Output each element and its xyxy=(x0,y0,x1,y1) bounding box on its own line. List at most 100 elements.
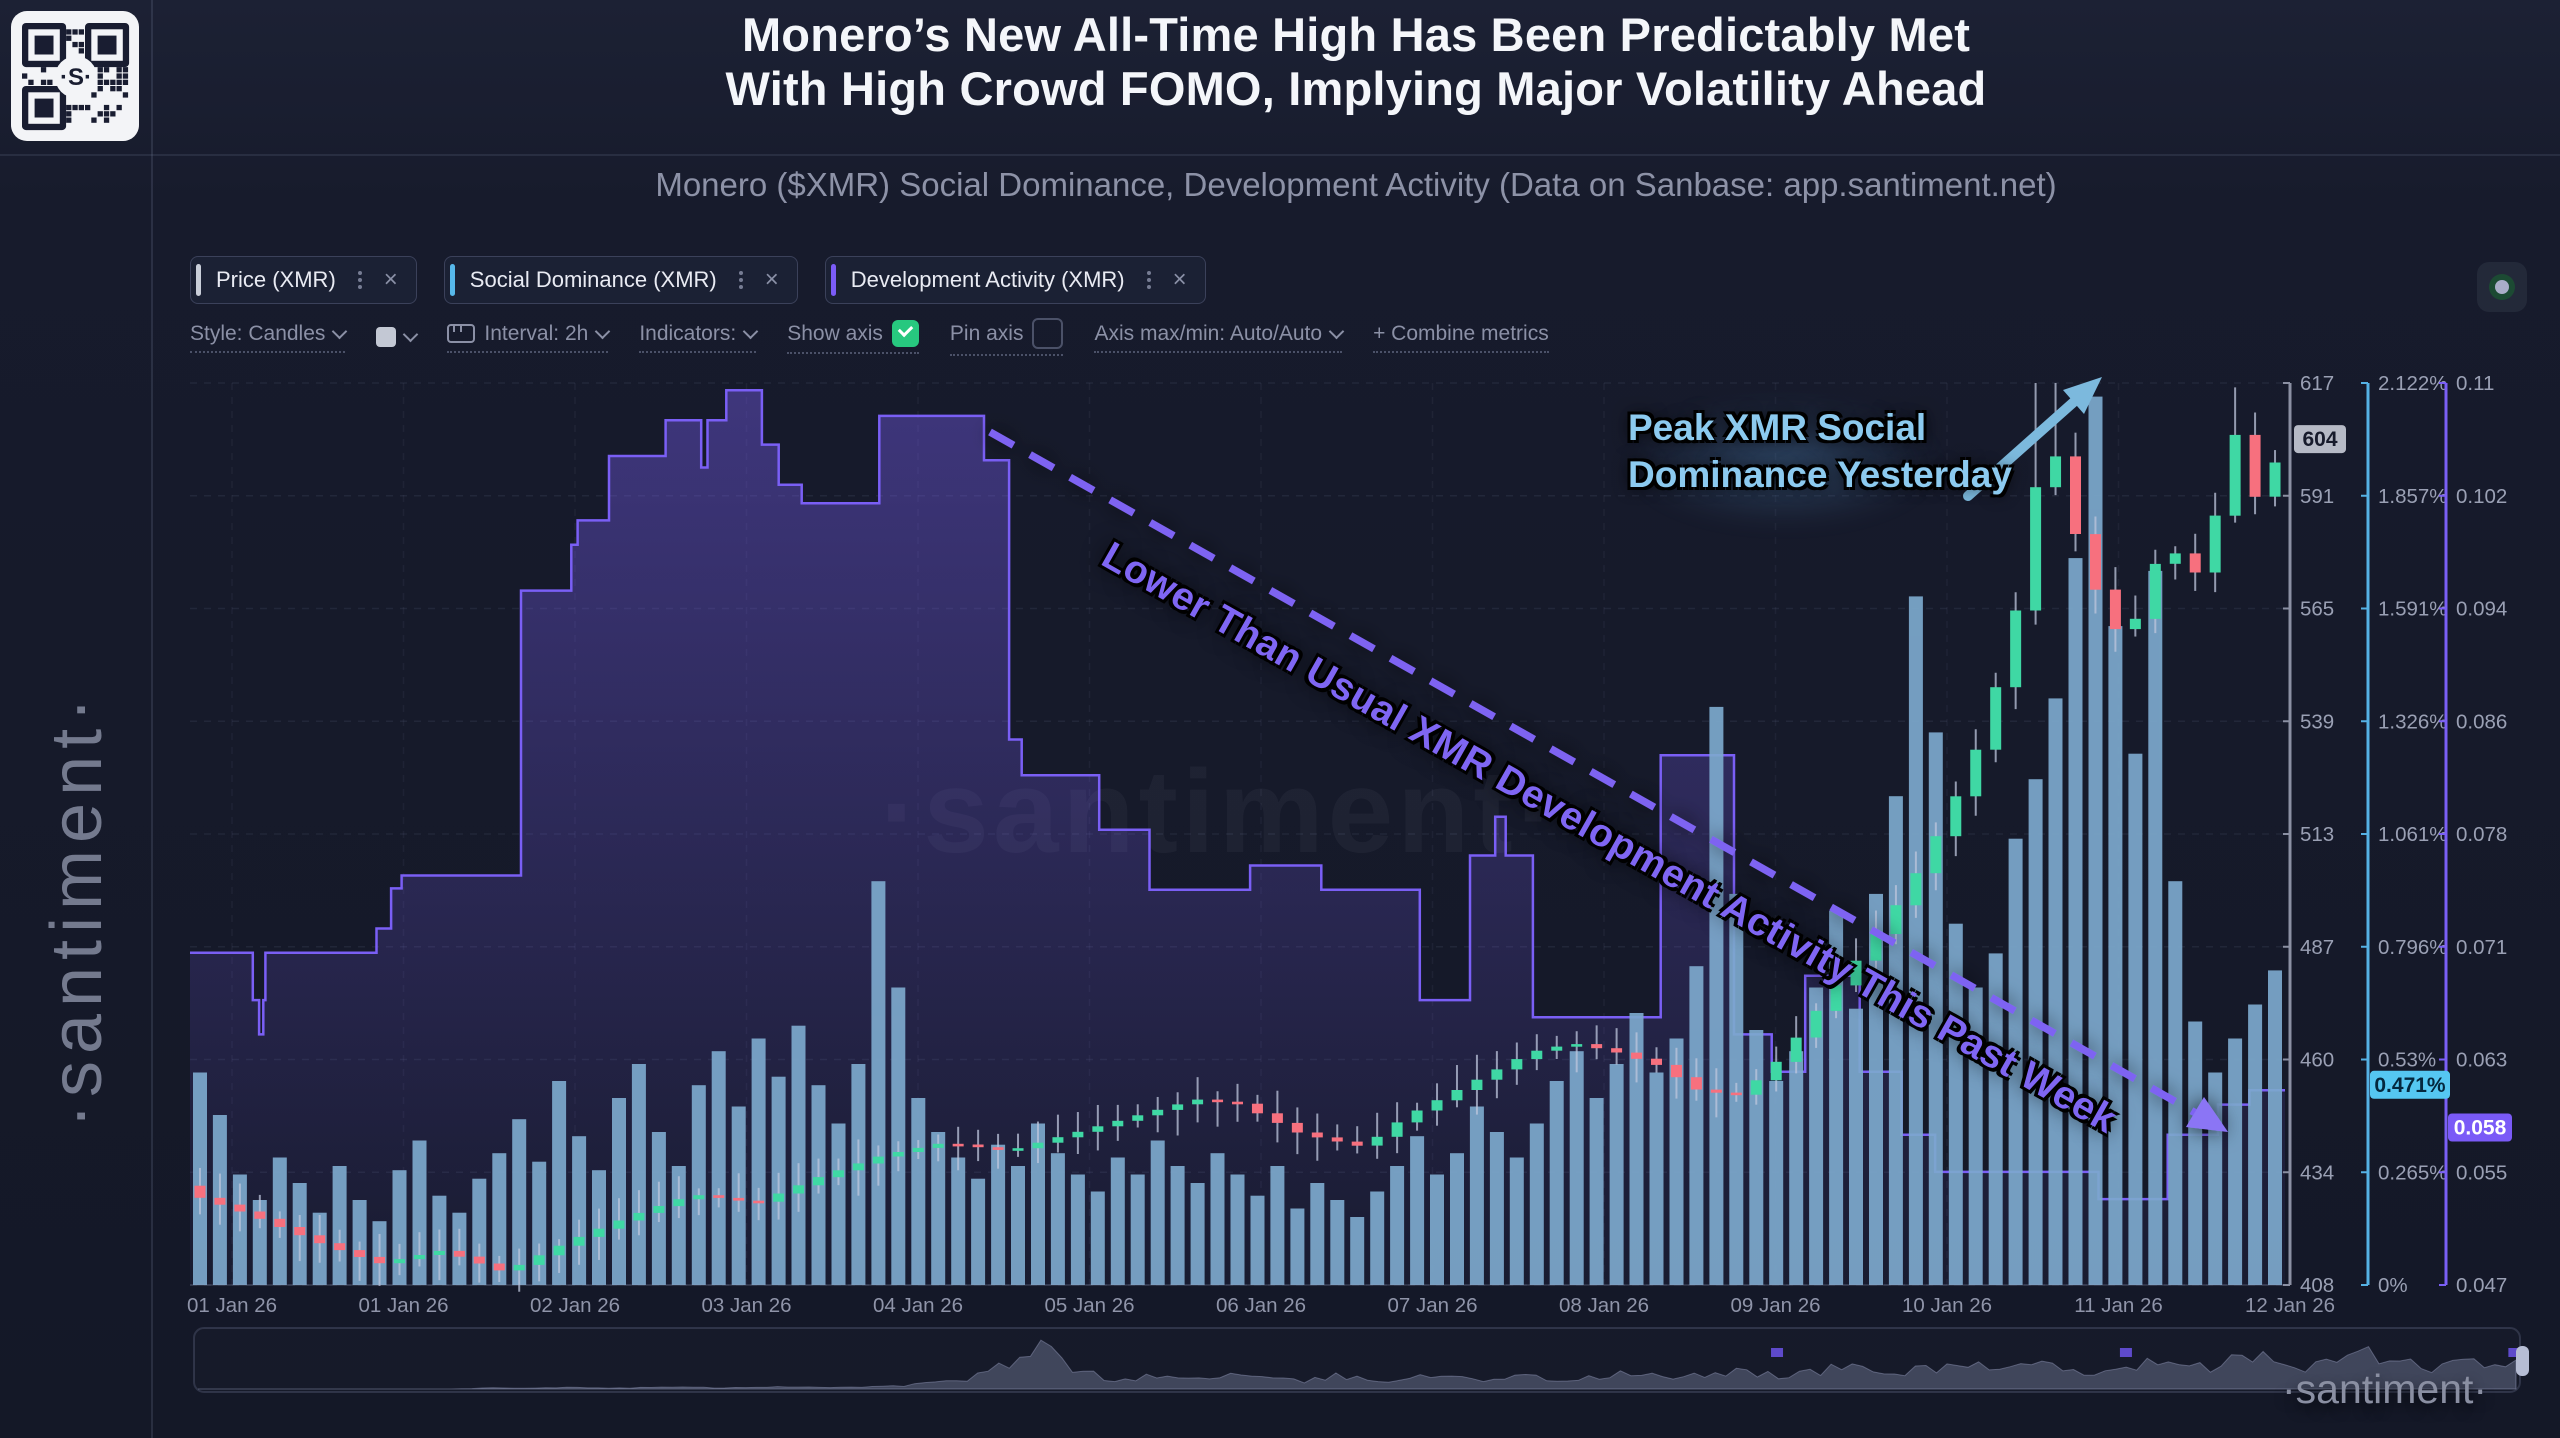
svg-text:01 Jan 26: 01 Jan 26 xyxy=(187,1294,277,1317)
svg-text:05 Jan 26: 05 Jan 26 xyxy=(1044,1294,1134,1317)
chip-social-label: Social Dominance (XMR) xyxy=(469,267,717,292)
svg-text:408: 408 xyxy=(2300,1274,2334,1297)
social-dominance-bars xyxy=(193,396,2282,1286)
price-axis-labels[interactable]: 617 591 565 539 513 487 460 434 408 xyxy=(2283,372,2334,1297)
svg-text:0.086: 0.086 xyxy=(2456,710,2507,733)
svg-text:1.591%: 1.591% xyxy=(2378,598,2448,621)
show-axis-toggle[interactable]: Show axis xyxy=(787,320,919,354)
live-status-button[interactable] xyxy=(2477,262,2527,312)
pin-axis-checkbox[interactable] xyxy=(1032,318,1064,349)
interval-dropdown[interactable]: Interval: 2h xyxy=(447,322,611,353)
chip-dev-label: Development Activity (XMR) xyxy=(850,267,1125,292)
price-candles xyxy=(194,383,2281,1292)
svg-text:0%: 0% xyxy=(2378,1274,2408,1297)
chip-price-accent xyxy=(196,264,201,296)
svg-text:0.11: 0.11 xyxy=(2456,372,2494,395)
scrollbar-thumb[interactable] xyxy=(2516,1346,2529,1376)
social-axis-labels[interactable]: 2.122% 1.857% 1.591% 1.326% 1.061% 0.796% 0.53… xyxy=(2361,372,2448,1297)
chip-social-close-icon[interactable]: × xyxy=(764,266,779,293)
axis-maxmin-dropdown[interactable]: Axis max/min: Auto/Auto xyxy=(1094,322,1345,353)
pin-axis-toggle[interactable]: Pin axis xyxy=(949,318,1064,356)
social-current-badge: 0.471% xyxy=(2370,1070,2450,1099)
style-dropdown[interactable]: Style: Candles xyxy=(190,322,348,353)
header-divider xyxy=(0,154,2560,156)
svg-text:0.063: 0.063 xyxy=(2456,1049,2507,1072)
svg-text:1.326%: 1.326% xyxy=(2378,710,2448,733)
peak-annotation-text: Peak XMR Social Dominance Yesterday xyxy=(1628,407,2012,495)
svg-text:0.055: 0.055 xyxy=(2456,1161,2507,1184)
title-line-1: Monero’s New All-Time High Has Been Pred… xyxy=(741,8,1971,61)
overview-purple-mark xyxy=(2508,1348,2521,1357)
svg-text:565: 565 xyxy=(2300,598,2334,621)
metric-chips: Price (XMR) × Social Dominance (XMR) × D… xyxy=(190,256,1206,304)
peak-annotation-glow xyxy=(1568,372,1998,552)
svg-text:539: 539 xyxy=(2300,710,2334,733)
svg-text:08 Jan 26: 08 Jan 26 xyxy=(1559,1294,1649,1317)
svg-text:12 Jan 26: 12 Jan 26 xyxy=(2245,1294,2335,1317)
chip-dev-accent xyxy=(830,264,836,296)
svg-text:0.796%: 0.796% xyxy=(2378,936,2448,959)
chip-dev-activity[interactable]: Development Activity (XMR) × xyxy=(824,256,1206,304)
combine-metrics-button[interactable]: + Combine metrics xyxy=(1373,322,1549,353)
svg-text:0.058: 0.058 xyxy=(2454,1117,2507,1140)
svg-text:591: 591 xyxy=(2300,485,2334,508)
qr-code: ·S· xyxy=(11,11,139,141)
chip-price-menu-icon[interactable] xyxy=(357,278,362,282)
title-line-2: With High Crowd FOMO, Implying Major Vol… xyxy=(725,62,1987,115)
page-title: Monero’s New All-Time High Has Been Pred… xyxy=(152,8,2560,116)
svg-text:09 Jan 26: 09 Jan 26 xyxy=(1730,1294,1820,1317)
overview-histogram xyxy=(198,1339,2517,1390)
svg-text:0.102: 0.102 xyxy=(2456,485,2507,508)
chip-price[interactable]: Price (XMR) × xyxy=(190,256,417,304)
chip-social-accent xyxy=(449,264,455,296)
show-axis-checkbox[interactable] xyxy=(891,320,919,347)
svg-text:03 Jan 26: 03 Jan 26 xyxy=(701,1294,791,1317)
trend-annotation-line xyxy=(988,428,2228,1132)
svg-text:0.53%: 0.53% xyxy=(2378,1049,2436,1072)
overview-purple-mark xyxy=(2119,1348,2132,1357)
chip-price-close-icon[interactable]: × xyxy=(383,266,398,293)
chip-dev-menu-icon[interactable] xyxy=(1146,278,1151,282)
svg-text:513: 513 xyxy=(2300,823,2334,846)
chart-toolbar: Style: Candles Interval: 2h Indicators: … xyxy=(190,318,1549,356)
svg-text:11 Jan 26: 11 Jan 26 xyxy=(2074,1294,2163,1317)
dev-current-badge: 0.058 xyxy=(2448,1113,2512,1142)
svg-text:1.061%: 1.061% xyxy=(2378,823,2448,846)
svg-text:487: 487 xyxy=(2300,936,2334,959)
color-swatch-dropdown[interactable] xyxy=(376,326,419,347)
price-current-badge: 604 xyxy=(2294,425,2346,454)
chip-social-menu-icon[interactable] xyxy=(738,278,743,282)
indicators-dropdown[interactable]: Indicators: xyxy=(639,322,759,353)
svg-text:0.071: 0.071 xyxy=(2456,936,2507,959)
live-status-icon xyxy=(2489,274,2515,300)
svg-text:0.047: 0.047 xyxy=(2456,1274,2507,1297)
svg-text:·S·: ·S· xyxy=(60,64,92,91)
chip-social-dominance[interactable]: Social Dominance (XMR) × xyxy=(443,256,798,304)
page-subtitle: Monero ($XMR) Social Dominance, Developm… xyxy=(655,166,2057,203)
svg-text:1.857%: 1.857% xyxy=(2378,485,2448,508)
svg-text:10 Jan 26: 10 Jan 26 xyxy=(1902,1294,1992,1317)
svg-text:460: 460 xyxy=(2300,1049,2334,1072)
svg-text:04 Jan 26: 04 Jan 26 xyxy=(873,1294,963,1317)
sidebar-divider xyxy=(151,0,153,1438)
svg-text:0.265%: 0.265% xyxy=(2378,1161,2448,1184)
chip-dev-close-icon[interactable]: × xyxy=(1172,266,1187,293)
svg-text:06 Jan 26: 06 Jan 26 xyxy=(1216,1294,1306,1317)
x-axis-labels: 01 Jan 26 01 Jan 26 02 Jan 26 03 Jan 26 04 J… xyxy=(187,1294,2335,1317)
chip-price-label: Price (XMR) xyxy=(216,267,336,292)
svg-text:02 Jan 26: 02 Jan 26 xyxy=(530,1294,620,1317)
svg-text:434: 434 xyxy=(2300,1161,2334,1184)
overview-strip[interactable] xyxy=(193,1327,2529,1393)
svg-text:0.078: 0.078 xyxy=(2456,823,2507,846)
color-swatch[interactable] xyxy=(376,327,397,347)
svg-text:0.471%: 0.471% xyxy=(2374,1074,2446,1097)
dev-axis-labels[interactable]: 0.11 0.102 0.094 0.086 0.078 0.071 0.063 0.055 0… xyxy=(2439,372,2507,1297)
footer-brand: ·santiment· xyxy=(2282,1366,2488,1412)
svg-text:01 Jan 26: 01 Jan 26 xyxy=(358,1294,448,1317)
svg-text:617: 617 xyxy=(2300,372,2334,395)
svg-text:0.094: 0.094 xyxy=(2456,598,2507,621)
svg-text:2.122%: 2.122% xyxy=(2378,372,2448,395)
peak-annotation-arrow xyxy=(1963,377,2102,501)
svg-text:07 Jan 26: 07 Jan 26 xyxy=(1387,1294,1477,1317)
